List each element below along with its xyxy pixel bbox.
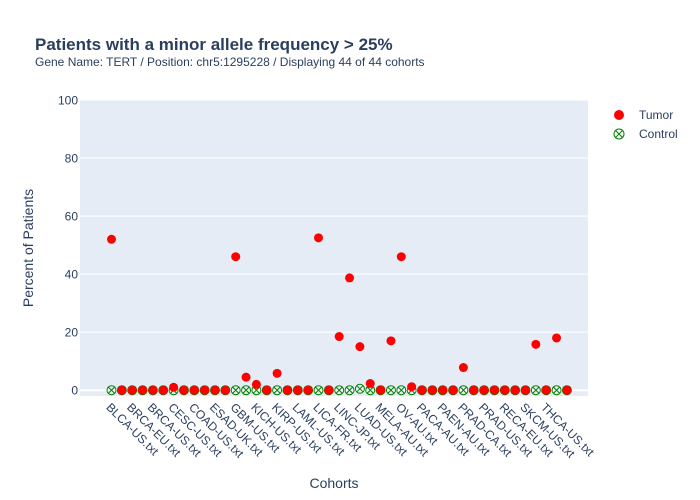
y-tick-label: 0 <box>71 384 78 398</box>
tumor-point[interactable] <box>386 336 396 346</box>
tumor-point[interactable] <box>272 368 282 378</box>
control-point[interactable] <box>106 385 117 396</box>
y-tick-label: 20 <box>65 326 79 340</box>
control-point[interactable] <box>385 385 396 396</box>
y-tick-labels: 0 20 40 60 80 100 <box>58 94 78 398</box>
tumor-point[interactable] <box>127 385 137 395</box>
tumor-point[interactable] <box>417 385 427 395</box>
tumor-point[interactable] <box>138 385 148 395</box>
tumor-point[interactable] <box>251 379 261 389</box>
tumor-series <box>107 233 572 395</box>
tumor-point[interactable] <box>179 385 189 395</box>
legend-tumor-marker[interactable] <box>614 110 624 120</box>
tumor-point[interactable] <box>334 332 344 342</box>
tumor-point[interactable] <box>427 385 437 395</box>
y-tick-label: 80 <box>65 152 79 166</box>
control-point[interactable] <box>230 385 241 396</box>
tumor-point[interactable] <box>345 273 355 283</box>
control-point[interactable] <box>458 385 469 396</box>
tumor-point[interactable] <box>200 385 210 395</box>
tumor-point[interactable] <box>169 382 179 392</box>
tumor-point[interactable] <box>241 372 251 382</box>
tumor-point[interactable] <box>448 385 458 395</box>
tumor-point[interactable] <box>117 385 127 395</box>
control-point[interactable] <box>241 385 252 396</box>
tumor-point[interactable] <box>282 385 292 395</box>
x-axis-label: Cohorts <box>309 475 358 491</box>
tumor-point[interactable] <box>396 252 406 262</box>
tumor-point[interactable] <box>231 252 241 262</box>
legend-control-label[interactable]: Control <box>639 127 678 141</box>
tumor-point[interactable] <box>189 385 199 395</box>
tumor-point[interactable] <box>220 385 230 395</box>
tumor-point[interactable] <box>365 379 375 389</box>
tumor-point[interactable] <box>107 234 116 244</box>
chart-subtitle: Gene Name: TERT / Position: chr5:1295228… <box>35 55 425 69</box>
tumor-point[interactable] <box>303 385 313 395</box>
y-axis-label: Percent of Patients <box>20 189 36 307</box>
plot-area <box>80 100 588 396</box>
tumor-point[interactable] <box>210 385 220 395</box>
tumor-point[interactable] <box>521 385 530 395</box>
tumor-point[interactable] <box>541 385 551 395</box>
tumor-point[interactable] <box>262 385 272 395</box>
y-tick-label: 100 <box>58 94 78 108</box>
legend: Tumor Control <box>613 108 678 141</box>
control-point[interactable] <box>530 385 541 396</box>
control-point[interactable] <box>313 385 324 396</box>
tumor-point[interactable] <box>407 382 417 392</box>
control-point[interactable] <box>272 385 283 396</box>
tumor-point[interactable] <box>510 385 520 395</box>
tumor-point[interactable] <box>376 385 386 395</box>
tumor-point[interactable] <box>293 385 303 395</box>
legend-tumor-label[interactable]: Tumor <box>639 108 673 122</box>
tumor-point[interactable] <box>314 233 323 243</box>
tumor-point[interactable] <box>355 342 365 352</box>
tumor-point[interactable] <box>148 385 158 395</box>
control-point[interactable] <box>344 385 355 396</box>
tumor-point[interactable] <box>458 363 468 373</box>
legend-control-marker[interactable] <box>613 128 625 140</box>
control-point[interactable] <box>551 385 562 396</box>
tumor-point[interactable] <box>469 385 479 395</box>
tumor-point[interactable] <box>479 385 489 395</box>
tumor-point[interactable] <box>438 385 448 395</box>
tumor-point[interactable] <box>562 385 572 395</box>
x-tick-labels: BLCA-US.txtBRCA-EU.txtBRCA-US.txtCESC-US… <box>103 400 597 461</box>
tumor-point[interactable] <box>500 385 510 395</box>
control-point[interactable] <box>334 385 345 396</box>
tumor-point[interactable] <box>552 333 562 343</box>
chart-title: Patients with a minor allele frequency >… <box>35 35 393 54</box>
y-tick-label: 40 <box>65 268 79 282</box>
tumor-point[interactable] <box>531 339 541 349</box>
tumor-point[interactable] <box>489 385 499 395</box>
control-point[interactable] <box>354 383 365 394</box>
tumor-point[interactable] <box>324 385 334 395</box>
y-tick-label: 60 <box>65 210 79 224</box>
control-point[interactable] <box>396 385 407 396</box>
tumor-point[interactable] <box>158 385 168 395</box>
